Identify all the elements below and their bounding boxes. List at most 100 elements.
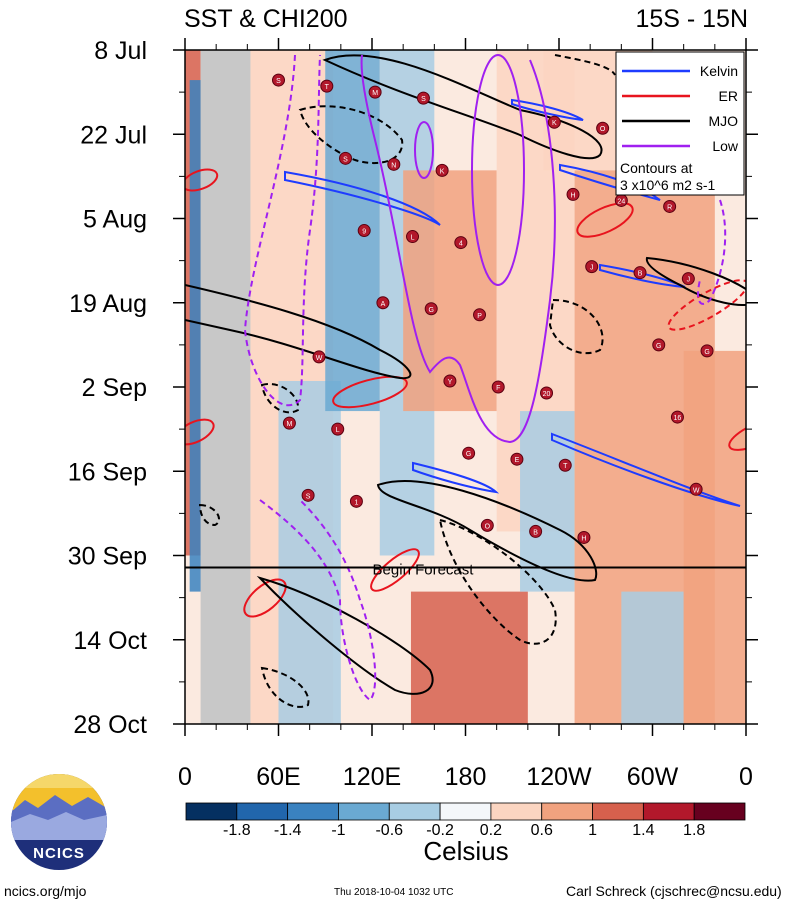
- mjo-contour: [322, 54, 603, 160]
- storm-label: T: [325, 84, 330, 91]
- storm-marker: O: [480, 518, 494, 532]
- storm-marker: E: [510, 452, 524, 466]
- storm-marker: G: [652, 338, 666, 352]
- contour-note-line2: 3 x10^6 m2 s-1: [620, 177, 715, 193]
- er-contour: [185, 418, 215, 446]
- storm-label: L: [411, 235, 415, 242]
- footer-credit: Carl Schreck (cjschrec@ncsu.edu): [566, 883, 782, 899]
- storm-marker: M: [368, 85, 382, 99]
- kelvin-contour: [284, 170, 441, 226]
- storm-label: G: [656, 343, 661, 350]
- legend-entry: MJO: [622, 113, 738, 129]
- sst-anomaly-cell: [410, 591, 528, 724]
- storm-marker: S: [416, 91, 430, 105]
- colorbar-tick-label: -1: [331, 822, 345, 839]
- mjo-contour-dashed: [548, 298, 604, 355]
- chart-title-left: SST & CHI200: [184, 5, 348, 33]
- legend-entry: Low: [622, 138, 739, 154]
- storm-marker: M: [282, 416, 296, 430]
- storm-label: S: [306, 493, 311, 500]
- x-tick-label: 120W: [526, 763, 592, 791]
- storm-label: A: [381, 301, 386, 308]
- y-tick-label: 8 Jul: [94, 37, 147, 65]
- kelvin-contour: [559, 163, 661, 201]
- y-tick-label: 5 Aug: [83, 206, 147, 234]
- mjo-contour-dashed: [298, 105, 404, 165]
- colorbar-tick-label: 0.6: [531, 822, 553, 839]
- legend: Kelvin ER MJO Low Contours at 3 x10^6 m2 s-…: [615, 51, 745, 196]
- storm-marker: W: [689, 482, 703, 496]
- sst-anomaly-cell: [683, 350, 746, 724]
- y-axis-tick-labels: 8 Jul 22 Jul 5 Aug 19 Aug 2 Sep 16 Sep 30 Sep 1…: [68, 37, 147, 739]
- storm-marker: F: [491, 380, 505, 394]
- storm-label: R: [667, 204, 672, 211]
- storm-label: E: [515, 457, 520, 464]
- storm-marker: 1: [349, 494, 363, 508]
- storm-label: K: [440, 168, 445, 175]
- storm-label: T: [563, 463, 568, 470]
- storm-marker: K: [435, 163, 449, 177]
- storm-marker: H: [566, 187, 580, 201]
- low-frequency-contour-dashed: [259, 499, 377, 702]
- mjo-contour: [645, 256, 746, 306]
- storm-marker: S: [339, 151, 353, 165]
- er-contour: [332, 375, 408, 409]
- svg-text:NCICS: NCICS: [33, 845, 85, 862]
- colorbar-tick-label: 1.8: [683, 822, 705, 839]
- colorbar-bin: [439, 802, 492, 821]
- colorbar-bin: [338, 802, 390, 821]
- x-tick-label: 60W: [627, 763, 679, 791]
- low-frequency-contour-dashed: [697, 199, 727, 305]
- er-contour: [370, 548, 420, 592]
- legend-label: Kelvin: [700, 63, 738, 79]
- storm-marker: G: [462, 446, 476, 460]
- storm-label: K: [552, 120, 557, 127]
- storm-marker: B: [633, 266, 647, 280]
- land-mask: [200, 50, 251, 724]
- storm-marker: 4: [454, 236, 468, 250]
- colorbar-tick-label: 1.4: [632, 822, 654, 839]
- colorbar-bin: [287, 802, 339, 821]
- storm-marker: T: [320, 79, 334, 93]
- colorbar-bin: [693, 802, 746, 821]
- storm-label: S: [421, 96, 426, 103]
- colorbar-tick-label: 1: [588, 822, 597, 839]
- storm-marker: T: [558, 458, 572, 472]
- storm-label: J: [590, 265, 594, 272]
- colorbar-bin: [388, 802, 441, 821]
- storm-label: M: [372, 90, 378, 97]
- storm-marker: G: [424, 302, 438, 316]
- x-tick-label: 120E: [343, 763, 401, 791]
- legend-label: ER: [719, 88, 738, 104]
- er-contour: [243, 578, 287, 618]
- er-contour-dashed: [667, 279, 746, 331]
- storm-label: M: [286, 421, 292, 428]
- storm-label: J: [687, 277, 691, 284]
- colorbar-bin: [642, 802, 695, 821]
- legend-entry: ER: [622, 88, 738, 104]
- storm-label: G: [704, 349, 709, 356]
- contour-note-line1: Contours at: [620, 160, 692, 176]
- storm-label: 24: [617, 198, 625, 205]
- storm-label: P: [477, 313, 482, 320]
- storm-label: H: [570, 192, 575, 199]
- colorbar-bin: [541, 802, 593, 821]
- mjo-contour-dashed: [438, 518, 557, 645]
- x-tick-label: 0: [739, 763, 753, 791]
- kelvin-contour: [511, 98, 584, 121]
- footer-website: ncics.org/mjo: [4, 883, 87, 899]
- y-tick-label: 2 Sep: [82, 374, 147, 402]
- kelvin-contour: [551, 432, 741, 507]
- low-frequency-contour-dashed: [243, 54, 321, 407]
- sst-anomaly-cell: [621, 591, 684, 724]
- colorbar-bin: [490, 802, 543, 821]
- storm-marker: 16: [670, 410, 684, 424]
- er-contour: [728, 419, 746, 451]
- er-contour: [185, 168, 219, 192]
- storm-marker: P: [473, 308, 487, 322]
- storm-label: S: [343, 156, 348, 163]
- storm-marker: 24: [614, 193, 628, 207]
- sst-anomaly-cell: [189, 80, 204, 592]
- sst-anomaly-cell: [325, 50, 380, 412]
- storm-marker: 9: [357, 224, 371, 238]
